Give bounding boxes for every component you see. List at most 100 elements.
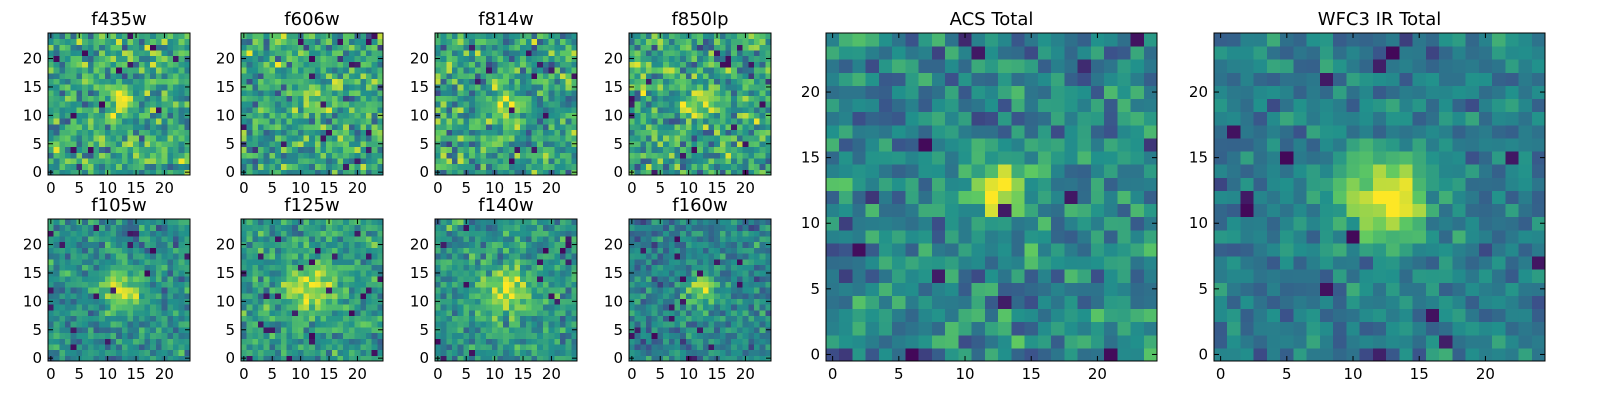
- heatmap-cell: [70, 298, 77, 305]
- heatmap-cell: [263, 309, 270, 317]
- heatmap-cell: [571, 321, 578, 328]
- heatmap-cell: [668, 140, 675, 148]
- heatmap-cell: [87, 304, 94, 311]
- heatmap-cell: [93, 281, 100, 288]
- heatmap-cell: [138, 101, 146, 108]
- heatmap-cell: [680, 304, 687, 311]
- heatmap-cell: [246, 38, 253, 45]
- heatmap-cell: [708, 326, 715, 334]
- heatmap-cell: [634, 123, 641, 131]
- heatmap-cell: [646, 129, 653, 136]
- heatmap-cell: [280, 270, 287, 277]
- heatmap-cell: [753, 338, 761, 345]
- heatmap-cell: [320, 349, 327, 356]
- heatmap-cell: [725, 157, 732, 165]
- heatmap-cell: [280, 355, 287, 362]
- heatmap-cell: [354, 270, 361, 277]
- heatmap-cell: [116, 287, 123, 294]
- heatmap-cell: [70, 146, 77, 153]
- heatmap-cell: [531, 146, 538, 153]
- heatmap-cell: [503, 264, 510, 271]
- heatmap-cell: [497, 55, 504, 62]
- heatmap-cell: [435, 236, 442, 243]
- heatmap-cell: [469, 230, 476, 237]
- heatmap-cell: [360, 118, 367, 125]
- heatmap-cell: [99, 95, 106, 102]
- heatmap-cell: [497, 84, 504, 91]
- heatmap-cell: [503, 44, 510, 51]
- heatmap-cell: [297, 236, 304, 243]
- heatmap-cell: [542, 315, 550, 322]
- heatmap-cell: [565, 33, 572, 40]
- heatmap-cell: [725, 140, 732, 148]
- heatmap-cell: [457, 241, 464, 248]
- heatmap-cell: [286, 146, 293, 153]
- heatmap-cell: [263, 270, 270, 277]
- heatmap-cell: [337, 321, 344, 328]
- heatmap-cell: [263, 264, 270, 271]
- heatmap-cell: [354, 321, 361, 328]
- heatmap-cell: [725, 84, 732, 91]
- heatmap-cell: [520, 112, 527, 119]
- heatmap-cell: [537, 50, 544, 57]
- heatmap-cell: [520, 55, 527, 62]
- heatmap-cell: [246, 258, 253, 265]
- heatmap-cell: [657, 50, 664, 57]
- heatmap-cell: [337, 343, 344, 351]
- heatmap-cell: [452, 230, 459, 237]
- heatmap-cell: [765, 281, 772, 288]
- heatmap-cell: [354, 326, 361, 334]
- heatmap-cell: [542, 84, 550, 91]
- heatmap-cell: [144, 332, 151, 339]
- heatmap-cell: [646, 309, 653, 317]
- heatmap-cell: [99, 72, 106, 79]
- heatmap-cell: [702, 163, 710, 170]
- heatmap-cell: [110, 50, 117, 57]
- heatmap-cell: [634, 106, 641, 114]
- heatmap-cell: [178, 140, 185, 148]
- heatmap-cell: [377, 253, 384, 260]
- heatmap-cell: [508, 338, 516, 345]
- heatmap-cell: [246, 298, 253, 305]
- heatmap-cell: [172, 247, 180, 254]
- heatmap-cell: [531, 287, 538, 294]
- heatmap-cell: [559, 343, 567, 351]
- heatmap-cell: [736, 123, 744, 131]
- heatmap-cell: [537, 230, 544, 237]
- heatmap-cell: [286, 230, 293, 237]
- heatmap-cell: [446, 163, 453, 170]
- heatmap-cell: [531, 101, 538, 108]
- heatmap-cell: [668, 123, 675, 131]
- y-tick-label: 5: [225, 135, 235, 153]
- heatmap-cell: [314, 112, 322, 119]
- heatmap-cell: [275, 146, 282, 153]
- heatmap-cell: [565, 241, 572, 248]
- heatmap-cell: [337, 338, 344, 345]
- heatmap-cell: [161, 38, 168, 45]
- heatmap-cell: [53, 38, 60, 45]
- heatmap-cell: [525, 146, 533, 153]
- heatmap-cell: [314, 123, 322, 131]
- heatmap-cell: [674, 78, 681, 85]
- heatmap-cell: [65, 338, 72, 345]
- heatmap-cell: [116, 118, 123, 125]
- heatmap-cell: [765, 157, 772, 165]
- x-tick-label: 20: [155, 179, 174, 197]
- heatmap-cell: [65, 123, 72, 131]
- x-tick-label: 15: [319, 179, 338, 197]
- heatmap-cell: [697, 292, 704, 300]
- heatmap-cell: [753, 315, 761, 322]
- heatmap-cell: [53, 258, 60, 265]
- heatmap-cell: [93, 129, 100, 136]
- heatmap-cell: [184, 129, 191, 136]
- heatmap-cell: [497, 332, 504, 339]
- heatmap-cell: [144, 343, 151, 351]
- heatmap-cell: [337, 230, 344, 237]
- heatmap-cell: [331, 163, 339, 170]
- heatmap-cell: [736, 95, 744, 102]
- heatmap-cell: [65, 230, 72, 237]
- y-tick-label: 10: [410, 106, 429, 124]
- heatmap-cell: [668, 163, 675, 170]
- heatmap-cell: [167, 44, 174, 51]
